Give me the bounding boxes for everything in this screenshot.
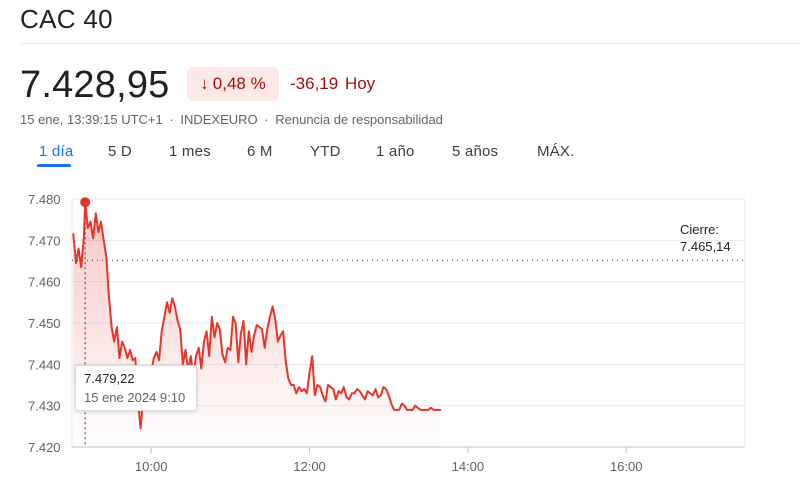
current-price: 7.428,95: [20, 64, 170, 106]
timestamp: 15 ene, 13:39:15 UTC+1: [20, 112, 163, 127]
previous-close-value: 7.465,14: [680, 239, 731, 254]
change-percent-badge: ↓ 0,48 %: [187, 67, 279, 101]
tab-1-month[interactable]: 1 mes: [169, 143, 211, 160]
x-tick-label: 14:00: [452, 459, 485, 474]
exchange-name: INDEXEURO: [180, 112, 258, 127]
y-tick-label: 7.480: [28, 192, 61, 207]
x-tick-label: 16:00: [610, 459, 643, 474]
tab-5-days[interactable]: 5 D: [108, 143, 132, 160]
y-tick-label: 7.440: [28, 357, 61, 372]
header-divider: [20, 43, 800, 44]
tab-1-day[interactable]: 1 día: [39, 143, 74, 160]
tab-6-months[interactable]: 6 M: [247, 143, 273, 160]
y-tick-label: 7.460: [28, 275, 61, 290]
tooltip-time: 15 ene 2024 9:10: [84, 390, 186, 405]
tab-5-years[interactable]: 5 años: [452, 143, 499, 160]
active-tab-indicator: [37, 164, 71, 167]
tab-ytd[interactable]: YTD: [310, 143, 341, 160]
arrow-down-icon: ↓: [200, 74, 209, 93]
x-tick-label: 12:00: [293, 459, 326, 474]
change-period: Hoy: [344, 74, 376, 93]
tab-1-year[interactable]: 1 año: [376, 143, 415, 160]
quote-meta: 15 ene, 13:39:15 UTC+1 · INDEXEURO · Ren…: [20, 112, 443, 127]
price-tooltip: 7.479,22 15 ene 2024 9:10: [75, 365, 197, 411]
previous-close-label: Cierre: 7.465,14: [680, 221, 731, 255]
change-percent: 0,48 %: [212, 74, 266, 93]
disclaimer-link[interactable]: Renuncia de responsabilidad: [275, 112, 443, 127]
tooltip-value: 7.479,22: [84, 371, 135, 386]
y-tick-label: 7.470: [28, 233, 61, 248]
y-tick-label: 7.430: [28, 399, 61, 414]
separator: ·: [169, 112, 174, 127]
index-title: CAC 40: [20, 4, 113, 34]
tab-max[interactable]: MÁX.: [537, 143, 575, 160]
y-tick-label: 7.450: [28, 316, 61, 331]
change-absolute: -36,19 Hoy: [290, 74, 375, 94]
separator: ·: [264, 112, 269, 127]
previous-close-title: Cierre:: [680, 222, 720, 237]
x-tick-label: 10:00: [135, 459, 168, 474]
y-tick-label: 7.420: [28, 440, 61, 455]
highlight-point: [80, 197, 91, 208]
price-line: [72, 201, 442, 430]
change-value: -36,19: [290, 74, 339, 93]
